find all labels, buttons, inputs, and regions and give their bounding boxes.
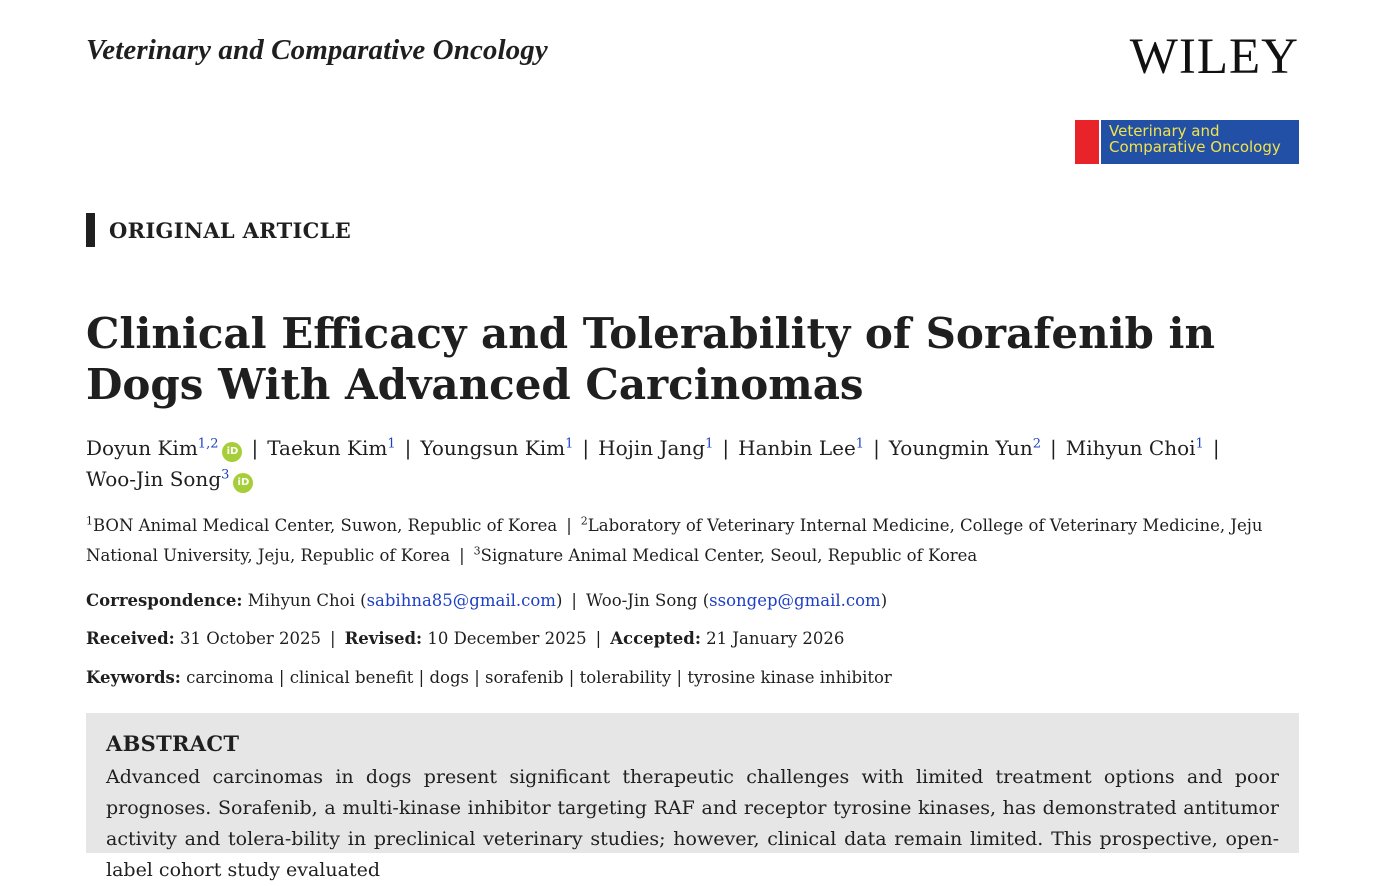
received-date: 31 October 2025 [180, 629, 322, 648]
badge-line-2: Comparative Oncology [1109, 138, 1281, 156]
author[interactable]: Mihyun Choi1 [1066, 436, 1204, 460]
author[interactable]: Hanbin Lee1 [738, 436, 864, 460]
correspondence-label: Correspondence: [86, 591, 243, 610]
correspondence-email-2[interactable]: ssongep@gmail.com [709, 591, 881, 610]
author-name: Woo-Jin Song [86, 467, 222, 492]
accepted-date: 21 January 2026 [706, 629, 845, 648]
author-name: Mihyun Choi [1065, 435, 1196, 460]
keyword[interactable]: sorafenib [485, 668, 564, 687]
journal-name: Veterinary and Comparative Oncology [86, 34, 548, 66]
author-name: Doyun Kim [86, 435, 198, 460]
affiliation: 3Signature Animal Medical Center, Seoul,… [473, 544, 978, 566]
separator: | [330, 629, 336, 648]
author-name: Hanbin Lee [738, 435, 856, 460]
author-separator: | [722, 435, 730, 460]
correspondence-line: Correspondence: Mihyun Choi (sabihna85@g… [86, 591, 888, 610]
badge-blue-block: Veterinary and Comparative Oncology [1099, 120, 1299, 164]
author-separator: | [1050, 435, 1057, 460]
journal-badge: Veterinary and Comparative Oncology [1075, 120, 1299, 164]
article-type: ORIGINAL ARTICLE [86, 213, 351, 247]
author[interactable]: Taekun Kim1 [267, 436, 395, 460]
author-separator: | [251, 435, 259, 460]
author-affiliation-ref: 1 [565, 436, 574, 451]
affiliation: 1BON Animal Medical Center, Suwon, Repub… [86, 514, 558, 535]
badge-line-1: Veterinary and [1109, 122, 1220, 140]
revised-label: Revised: [344, 629, 423, 648]
orcid-icon[interactable]: iD [233, 473, 254, 494]
affiliation-list: 1BON Animal Medical Center, Suwon, Repub… [86, 508, 1301, 569]
keyword[interactable]: carcinoma [186, 668, 274, 687]
affiliation-text: Signature Animal Medical Center, Seoul, … [480, 546, 978, 565]
badge-red-block [1075, 120, 1099, 164]
revised-date: 10 December 2025 [427, 629, 587, 648]
keywords-label: Keywords: [86, 668, 181, 687]
article-title: Clinical Efficacy and Tolerability of So… [86, 309, 1216, 409]
author-affiliation-ref: 1 [387, 436, 396, 451]
keyword-separator: | [671, 668, 688, 687]
affiliation-separator: | [566, 515, 572, 535]
author-affiliation-ref: 1 [705, 436, 714, 451]
correspondence-person-2: Woo-Jin Song [585, 591, 698, 610]
article-type-bar [86, 213, 95, 247]
author-name: Hojin Jang [598, 435, 706, 460]
author-name: Youngsun Kim [420, 435, 566, 460]
accepted-label: Accepted: [610, 629, 701, 648]
keyword[interactable]: tyrosine kinase inhibitor [687, 668, 892, 687]
affiliation-number: 1 [86, 514, 93, 527]
keyword[interactable]: tolerability [579, 668, 672, 687]
separator: | [571, 591, 577, 610]
keyword[interactable]: clinical benefit [289, 668, 414, 687]
orcid-icon[interactable]: iD [222, 441, 243, 462]
author-affiliation-ref: 1 [855, 436, 865, 451]
publisher-logo: WILEY [1129, 29, 1299, 85]
author-list: Doyun Kim1,2iD | Taekun Kim1 | Youngsun Kim1… [86, 430, 1306, 494]
dates-line: Received: 31 October 2025 | Revised: 10 De… [86, 627, 844, 651]
keyword-separator: | [273, 668, 290, 687]
author[interactable]: Doyun Kim1,2iD [86, 435, 243, 462]
keyword-separator: | [413, 668, 430, 687]
affiliation-number: 3 [473, 544, 481, 558]
author-separator: | [873, 435, 880, 460]
separator: | [595, 629, 602, 648]
author-affiliation-ref: 3 [221, 467, 230, 483]
author-separator: | [404, 435, 412, 460]
author-affiliation-ref: 2 [1032, 436, 1041, 451]
author[interactable]: Youngsun Kim1 [420, 436, 573, 460]
author-affiliation-ref: 1 [1195, 436, 1204, 451]
affiliation-separator: | [459, 546, 465, 565]
correspondence-email-1[interactable]: sabihna85@gmail.com [366, 591, 556, 610]
affiliation: 2Laboratory of Veterinary Internal Medic… [86, 514, 1263, 566]
correspondence-person-1: Mihyun Choi [247, 591, 355, 610]
author-separator: | [582, 435, 590, 460]
author-separator: | [1212, 435, 1220, 460]
affiliation-text: Laboratory of Veterinary Internal Medici… [86, 515, 1263, 566]
keyword-separator: | [563, 668, 580, 687]
keywords-list: carcinoma | clinical benefit | dogs | so… [186, 668, 892, 687]
author[interactable]: Hojin Jang1 [598, 436, 713, 460]
keywords-line: Keywords: carcinoma | clinical benefit |… [86, 666, 892, 690]
author-affiliation-ref: 1,2 [197, 436, 219, 451]
author[interactable]: Woo-Jin Song3iD [86, 467, 254, 494]
keyword-separator: | [468, 668, 486, 687]
affiliation-text: BON Animal Medical Center, Suwon, Republ… [93, 515, 558, 535]
abstract-heading: ABSTRACT [106, 731, 240, 756]
abstract-box: ABSTRACT Advanced carcinomas in dogs pre… [86, 713, 1299, 881]
author-name: Taekun Kim [267, 435, 388, 460]
article-type-label: ORIGINAL ARTICLE [109, 217, 352, 243]
affiliation-number: 2 [580, 514, 588, 527]
received-label: Received: [86, 629, 175, 648]
author[interactable]: Youngmin Yun2 [889, 436, 1041, 460]
abstract-text: Advanced carcinomas in dogs present sign… [106, 766, 1279, 881]
keyword[interactable]: dogs [429, 668, 469, 687]
author-name: Youngmin Yun [888, 435, 1033, 460]
